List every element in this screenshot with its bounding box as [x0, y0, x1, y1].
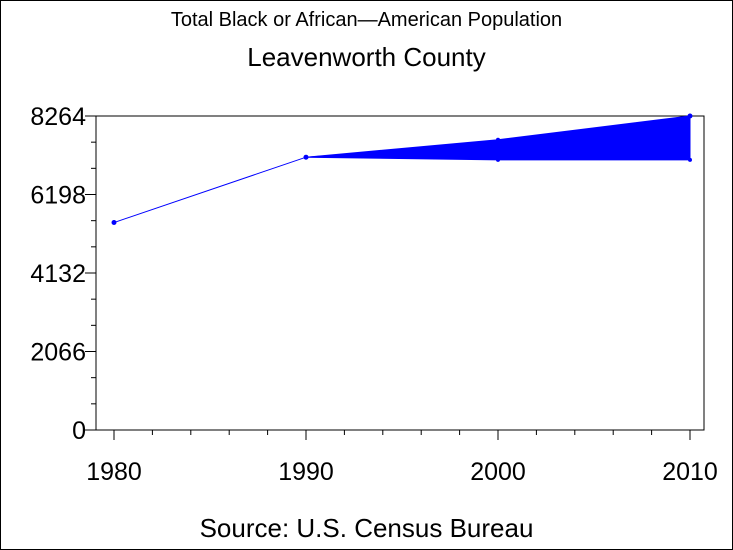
- series-line: [113, 115, 691, 224]
- chart-source: Source: U.S. Census Bureau: [199, 513, 534, 543]
- y-tick-label: 2066: [30, 339, 86, 367]
- chart-subtitle: Leavenworth County: [247, 42, 486, 72]
- y-tick-label: 8264: [30, 103, 86, 131]
- y-tick-label: 6198: [30, 182, 86, 210]
- y-tick-label: 0: [72, 417, 86, 445]
- band-low-point: [496, 157, 500, 162]
- chart-title: Total Black or African—American Populati…: [170, 9, 563, 31]
- data-point: [495, 141, 501, 147]
- x-tick-label: 1990: [278, 458, 334, 486]
- band-high-point: [304, 155, 308, 160]
- x-tick-label: 2000: [470, 458, 526, 486]
- band-low-point: [688, 157, 692, 162]
- band-high-point: [496, 137, 500, 142]
- x-tick-label: 1980: [86, 458, 142, 486]
- plot-area-frame: [95, 115, 705, 431]
- range-band: [305, 115, 691, 161]
- band-high-point: [688, 114, 692, 118]
- x-tick-label: 2010: [662, 458, 718, 486]
- y-tick-label: 4132: [30, 260, 86, 288]
- data-point: [111, 220, 117, 226]
